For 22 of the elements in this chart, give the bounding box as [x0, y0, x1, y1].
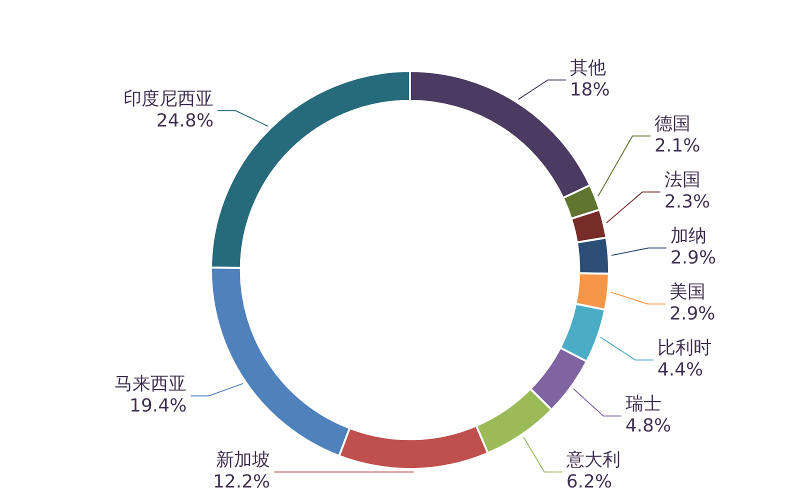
slice-label: 意大利: [565, 450, 620, 471]
data-label: 2.1%: [654, 136, 700, 157]
slice-label: 比利时: [657, 338, 712, 359]
slice-label: 马来西亚: [114, 374, 187, 395]
data-label: 24.8%: [156, 110, 214, 132]
data-label: 12.2%: [212, 472, 270, 493]
slice-label: 其他: [570, 58, 606, 79]
data-label: 6.2%: [566, 472, 612, 493]
slice-label: 德国: [654, 114, 690, 135]
data-label: 18%: [570, 80, 610, 101]
slice-label: 美国: [670, 282, 706, 303]
data-label: 19.4%: [130, 396, 187, 417]
slice-label: 印度尼西亚: [124, 88, 214, 110]
slice-label: 瑞士: [625, 394, 662, 415]
slice-label: 新加坡: [216, 450, 270, 471]
data-label: 2.9%: [670, 304, 716, 325]
slice-label: 加纳: [670, 226, 706, 247]
data-label: 2.9%: [670, 248, 716, 269]
data-label: 4.8%: [625, 416, 672, 437]
data-label: 2.3%: [664, 192, 710, 213]
data-label: 4.4%: [657, 360, 704, 381]
slice-label: 法国: [664, 170, 700, 191]
